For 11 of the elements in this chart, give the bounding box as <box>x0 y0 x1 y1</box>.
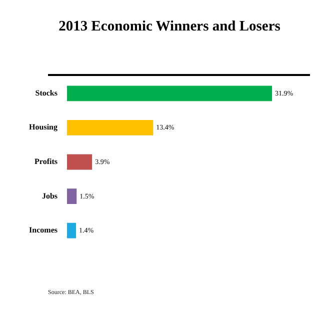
chart-title: 2013 Economic Winners and Losers <box>58 18 281 34</box>
y-tick-label: Profits <box>34 157 58 166</box>
bar <box>67 188 77 204</box>
y-tick-label: Stocks <box>35 88 58 98</box>
y-tick-label: Housing <box>29 122 58 132</box>
y-tick-label: Incomes <box>29 226 58 235</box>
bar <box>67 120 154 136</box>
bar <box>67 222 76 238</box>
bar <box>67 154 92 170</box>
y-tick-label: Jobs <box>42 191 58 200</box>
bar <box>67 86 272 102</box>
